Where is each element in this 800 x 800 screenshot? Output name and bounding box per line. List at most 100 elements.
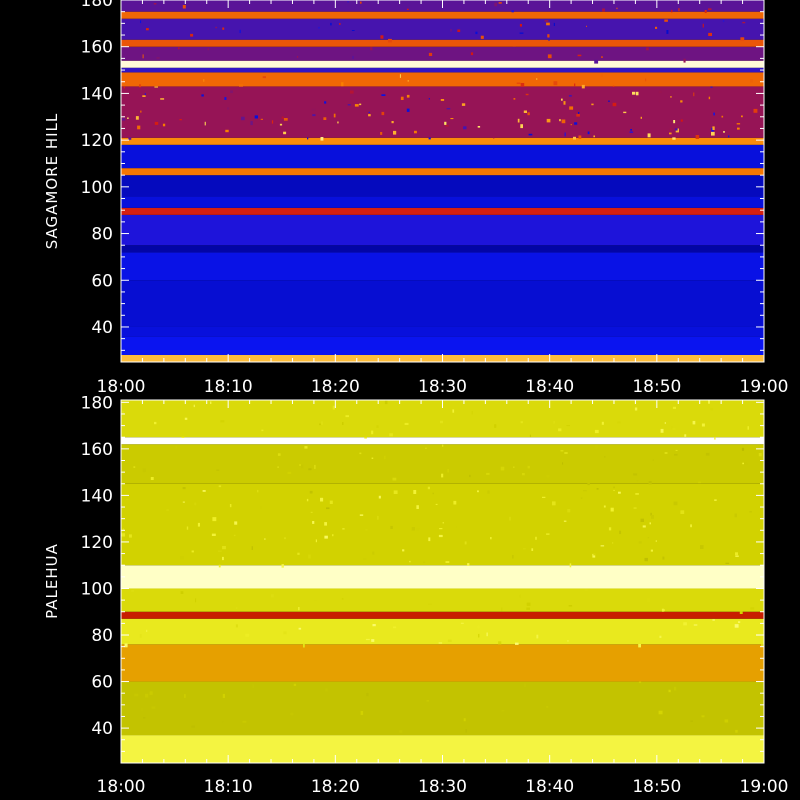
spectrogram-speckle [137,125,141,130]
spectrogram-speckle [423,561,426,563]
x-tick-label: 18:10 [204,777,253,797]
spectrogram-speckle [646,598,651,603]
spectrogram-speckle [319,423,322,426]
y-tick-label: 80 [91,225,113,245]
spectrogram-speckle [359,103,362,106]
spectrogram-speckle [347,104,351,106]
spectrogram-speckle [281,564,284,568]
spectrogram-speckle [341,82,344,87]
spectrogram-speckle [546,22,550,26]
spectrogram-speckle [708,400,710,404]
x-tick-label: 18:20 [311,377,360,397]
spectrogram-speckle [701,423,705,427]
spectrogram-speckle [595,445,598,449]
spectrogram-speckle [526,602,531,606]
spectrogram-speckle [593,553,596,556]
spectrogram-speckle [241,116,245,121]
y-tick-label: 40 [91,719,113,739]
spectrogram-speckle [399,730,403,733]
spectrogram-speckle [635,493,639,495]
y-tick-label: 160 [81,38,113,58]
spectrogram-speckle [160,98,165,100]
spectrogram-speckle [310,511,313,513]
spectrogram-speckle [638,644,641,648]
spectrogram-speckle [747,426,749,430]
spectrogram-speckle [121,533,125,537]
spectrogram-speckle [570,124,572,126]
spectrogram-speckle [332,405,335,410]
spectrogram-speckle [215,26,218,29]
spectrogram-speckle [330,22,332,26]
spectrogram-speckle [477,490,479,493]
spectrogram-speckle [366,692,369,697]
spectrogram-speckle [519,24,522,27]
spectrogram-speckle [432,492,434,495]
spectrogram-speckle [287,471,292,474]
spectrogram-speckle [668,689,671,693]
spectrogram-speckle [399,74,401,78]
spectrogram-speckle [381,94,386,96]
spectrogram-speckle [577,54,582,57]
spectrogram-speckle [324,522,327,526]
spectrogram-speckle [450,29,452,32]
spectrogram-speckle [546,475,550,478]
spectrogram-speckle [680,100,683,103]
spectrogram-speckle [262,76,266,79]
spectrogram-speckle [351,30,355,31]
spectrogram-speckle [536,634,539,639]
spectrogram-speckle [211,533,216,536]
spectrogram-speckle [713,112,715,116]
spectrogram-speckle [576,113,580,117]
spectrogram-speckle [445,125,449,127]
spectrogram-speckle [581,84,585,89]
y-tick-label: 140 [81,486,113,506]
spectrogram-speckle [254,115,258,119]
spectrogram-speckle [368,111,370,113]
spectrogram-speckle [604,456,606,458]
spectrogram-speckle [301,464,304,469]
spectrogram-speckle [463,126,467,130]
spectrogram-speckle [612,542,614,544]
spectrogram-speckle [591,103,594,106]
spectrogram-speckle [618,491,621,494]
spectrogram-speckle [613,486,615,489]
spectrogram-speckle [384,47,387,50]
spectrogram-speckle [542,496,546,498]
spectrogram-speckle [662,556,665,560]
spectrogram-speckle [182,501,185,503]
spectrogram-speckle [146,28,149,31]
spectrogram-speckle [465,729,467,733]
spectrogram-speckle [648,481,652,485]
spectrogram-speckle [154,86,158,88]
spectrogram-speckle [610,507,614,512]
spectrogram-speckle [230,90,233,94]
spectrogram-speckle [601,421,604,425]
y-tick-label: 180 [81,393,113,413]
spectrogram-speckle [613,489,615,491]
spectrogram-speckle [619,530,622,535]
spectrogram-speckle [500,466,505,471]
spectrogram-speckle [535,536,537,540]
spectrogram-speckle [714,437,716,440]
spectrogram-speckle [592,553,596,558]
spectrogram-speckle [341,597,344,600]
spectrogram-speckle [140,110,142,113]
spectrogram-speckle [471,410,473,415]
spectrogram-speckle [470,52,474,56]
spectrogram-speckle [239,84,243,87]
spectrogram-band [121,67,764,73]
spectrogram-speckle [527,465,530,469]
spectrogram-speckle [411,526,416,531]
spectrogram-speckle [151,706,156,709]
spectrogram-speckle [638,541,642,544]
spectrogram-speckle [566,425,570,427]
spectrogram-speckle [520,421,523,424]
spectrogram-band [121,444,764,484]
spectrogram-speckle [445,561,450,563]
spectrogram-speckle [227,107,230,110]
spectrogram-speckle [708,8,712,10]
spectrogram-speckle [623,111,627,114]
spectrogram-speckle [406,8,409,10]
spectrogram-speckle [546,118,551,123]
spectrogram-speckle [529,434,531,438]
